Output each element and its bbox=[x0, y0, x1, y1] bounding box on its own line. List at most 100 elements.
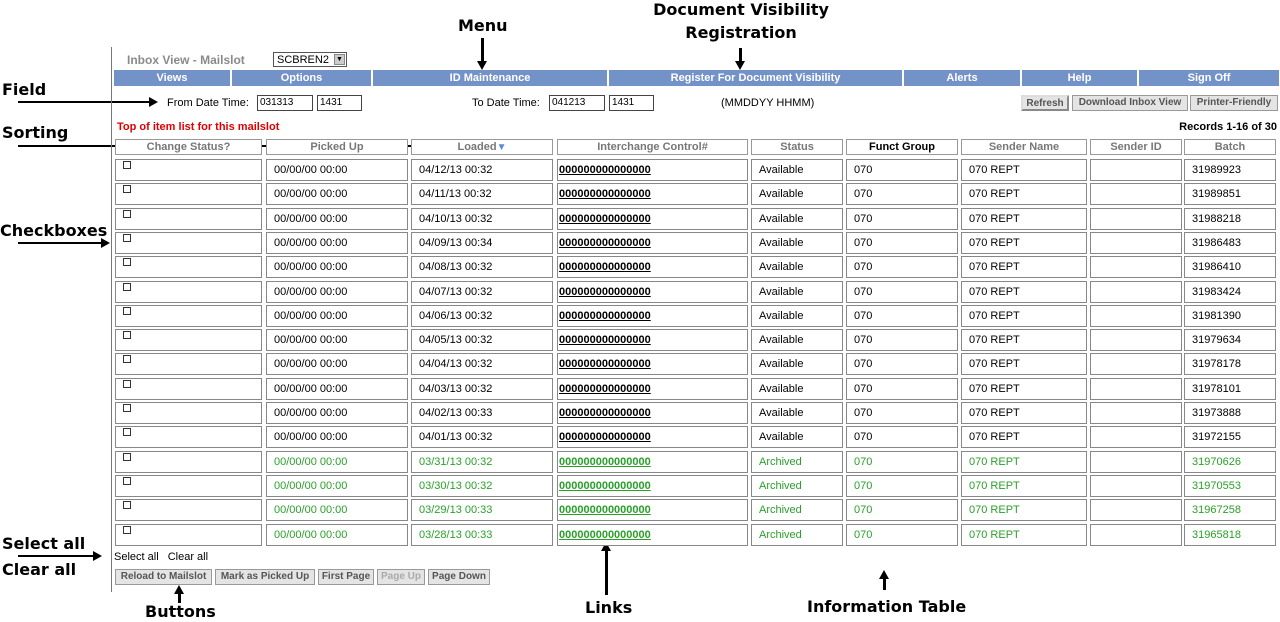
callout-doc-visibility-line1: Document Visibility bbox=[653, 0, 829, 19]
change-status-checkbox[interactable] bbox=[123, 258, 131, 266]
interchange-control-link[interactable]: 000000000000000 bbox=[557, 329, 748, 351]
menu-register-document-visibility[interactable]: Register For Document Visibility bbox=[609, 70, 904, 86]
funct-group-cell: 070 bbox=[846, 499, 958, 521]
mailslot-select-value: SCBREN2 bbox=[277, 54, 329, 66]
interchange-control-link[interactable]: 000000000000000 bbox=[557, 378, 748, 400]
change-status-cell bbox=[115, 499, 262, 521]
change-status-checkbox[interactable] bbox=[123, 526, 131, 534]
col-header-change-status[interactable]: Change Status? bbox=[115, 139, 262, 155]
interchange-control-link[interactable]: 000000000000000 bbox=[557, 281, 748, 303]
col-header-loaded[interactable]: Loaded▼ bbox=[411, 139, 553, 155]
interchange-control-link[interactable]: 000000000000000 bbox=[557, 499, 748, 521]
col-header-loaded-label: Loaded bbox=[457, 141, 497, 153]
change-status-checkbox[interactable] bbox=[123, 185, 131, 193]
change-status-checkbox[interactable] bbox=[123, 161, 131, 169]
sender-id-cell bbox=[1090, 353, 1182, 375]
sort-desc-icon[interactable]: ▼ bbox=[496, 142, 507, 153]
change-status-checkbox[interactable] bbox=[123, 307, 131, 315]
change-status-checkbox[interactable] bbox=[123, 210, 131, 218]
change-status-checkbox[interactable] bbox=[123, 453, 131, 461]
change-status-checkbox[interactable] bbox=[123, 234, 131, 242]
interchange-control-link[interactable]: 000000000000000 bbox=[557, 451, 748, 473]
first-page-button[interactable]: First Page bbox=[318, 569, 374, 585]
sender-name-cell: 070 REPT bbox=[961, 475, 1087, 497]
interchange-control-link[interactable]: 000000000000000 bbox=[557, 305, 748, 327]
change-status-cell bbox=[115, 353, 262, 375]
status-cell: Available bbox=[751, 281, 843, 303]
funct-group-cell: 070 bbox=[846, 426, 958, 448]
menu-views[interactable]: Views bbox=[114, 70, 232, 86]
interchange-control-link[interactable]: 000000000000000 bbox=[557, 402, 748, 424]
funct-group-cell: 070 bbox=[846, 402, 958, 424]
picked-up-cell: 00/00/00 00:00 bbox=[266, 499, 408, 521]
sender-name-cell: 070 REPT bbox=[961, 353, 1087, 375]
to-time-input[interactable]: 1431 bbox=[609, 95, 654, 111]
chevron-down-icon[interactable]: ▼ bbox=[334, 54, 345, 65]
picked-up-cell: 00/00/00 00:00 bbox=[266, 329, 408, 351]
sender-name-cell: 070 REPT bbox=[961, 281, 1087, 303]
picked-up-cell: 00/00/00 00:00 bbox=[266, 426, 408, 448]
change-status-checkbox[interactable] bbox=[123, 355, 131, 363]
sender-name-cell: 070 REPT bbox=[961, 499, 1087, 521]
col-header-funct-group-label: Funct Group bbox=[869, 141, 935, 153]
clear-all-link[interactable]: Clear all bbox=[167, 551, 209, 563]
change-status-checkbox[interactable] bbox=[123, 380, 131, 388]
from-date-input[interactable]: 031313 bbox=[257, 95, 313, 111]
change-status-cell bbox=[115, 256, 262, 278]
page-down-button[interactable]: Page Down bbox=[428, 569, 490, 585]
interchange-control-link[interactable]: 000000000000000 bbox=[557, 524, 748, 546]
interchange-control-link[interactable]: 000000000000000 bbox=[557, 208, 748, 230]
mark-as-picked-up-button[interactable]: Mark as Picked Up bbox=[215, 569, 315, 585]
page-up-button[interactable]: Page Up bbox=[377, 569, 425, 585]
menu-bar: Views Options ID Maintenance Register Fo… bbox=[114, 70, 1279, 86]
download-inbox-view-button[interactable]: Download Inbox View bbox=[1072, 95, 1188, 111]
menu-alerts[interactable]: Alerts bbox=[904, 70, 1022, 86]
sender-name-cell: 070 REPT bbox=[961, 208, 1087, 230]
col-header-interchange-control-label: Interchange Control# bbox=[597, 141, 708, 153]
printer-friendly-button[interactable]: Printer-Friendly bbox=[1190, 95, 1278, 111]
to-date-input[interactable]: 041213 bbox=[549, 95, 605, 111]
interchange-control-link[interactable]: 000000000000000 bbox=[557, 256, 748, 278]
change-status-checkbox[interactable] bbox=[123, 283, 131, 291]
reload-to-mailslot-button[interactable]: Reload to Mailslot bbox=[115, 569, 212, 585]
loaded-cell: 04/08/13 00:32 bbox=[411, 256, 553, 278]
change-status-checkbox[interactable] bbox=[123, 501, 131, 509]
batch-cell: 31988218 bbox=[1184, 208, 1276, 230]
col-header-funct-group[interactable]: Funct Group bbox=[846, 139, 958, 155]
callout-sorting: Sorting bbox=[2, 123, 69, 142]
menu-id-maintenance[interactable]: ID Maintenance bbox=[373, 70, 609, 86]
change-status-checkbox[interactable] bbox=[123, 428, 131, 436]
picked-up-cell: 00/00/00 00:00 bbox=[266, 475, 408, 497]
change-status-checkbox[interactable] bbox=[123, 477, 131, 485]
menu-options[interactable]: Options bbox=[232, 70, 373, 86]
sender-name-cell: 070 REPT bbox=[961, 183, 1087, 205]
sender-name-cell: 070 REPT bbox=[961, 426, 1087, 448]
interchange-control-link[interactable]: 000000000000000 bbox=[557, 232, 748, 254]
interchange-control-link[interactable]: 000000000000000 bbox=[557, 183, 748, 205]
from-time-input[interactable]: 1431 bbox=[317, 95, 362, 111]
mailslot-select[interactable]: SCBREN2 ▼ bbox=[273, 52, 347, 67]
callout-doc-visibility-arrow bbox=[735, 48, 745, 70]
change-status-checkbox[interactable] bbox=[123, 331, 131, 339]
col-header-interchange-control[interactable]: Interchange Control# bbox=[557, 139, 748, 155]
menu-help[interactable]: Help bbox=[1022, 70, 1139, 86]
callout-information-table: Information Table bbox=[807, 597, 967, 616]
sender-name-cell: 070 REPT bbox=[961, 329, 1087, 351]
change-status-cell bbox=[115, 524, 262, 546]
interchange-control-link[interactable]: 000000000000000 bbox=[557, 159, 748, 181]
menu-sign-off[interactable]: Sign Off bbox=[1139, 70, 1279, 86]
change-status-checkbox[interactable] bbox=[123, 404, 131, 412]
interchange-control-link[interactable]: 000000000000000 bbox=[557, 475, 748, 497]
interchange-control-link[interactable]: 000000000000000 bbox=[557, 353, 748, 375]
col-header-status[interactable]: Status bbox=[751, 139, 843, 155]
refresh-button[interactable]: Refresh bbox=[1021, 95, 1069, 111]
col-header-batch[interactable]: Batch bbox=[1184, 139, 1276, 155]
funct-group-cell: 070 bbox=[846, 451, 958, 473]
interchange-control-link[interactable]: 000000000000000 bbox=[557, 426, 748, 448]
col-header-picked-up[interactable]: Picked Up bbox=[266, 139, 408, 155]
select-all-link[interactable]: Select all bbox=[114, 551, 159, 563]
col-header-sender-id[interactable]: Sender ID bbox=[1090, 139, 1182, 155]
loaded-cell: 03/30/13 00:32 bbox=[411, 475, 553, 497]
change-status-cell bbox=[115, 208, 262, 230]
col-header-sender-name[interactable]: Sender Name bbox=[961, 139, 1087, 155]
